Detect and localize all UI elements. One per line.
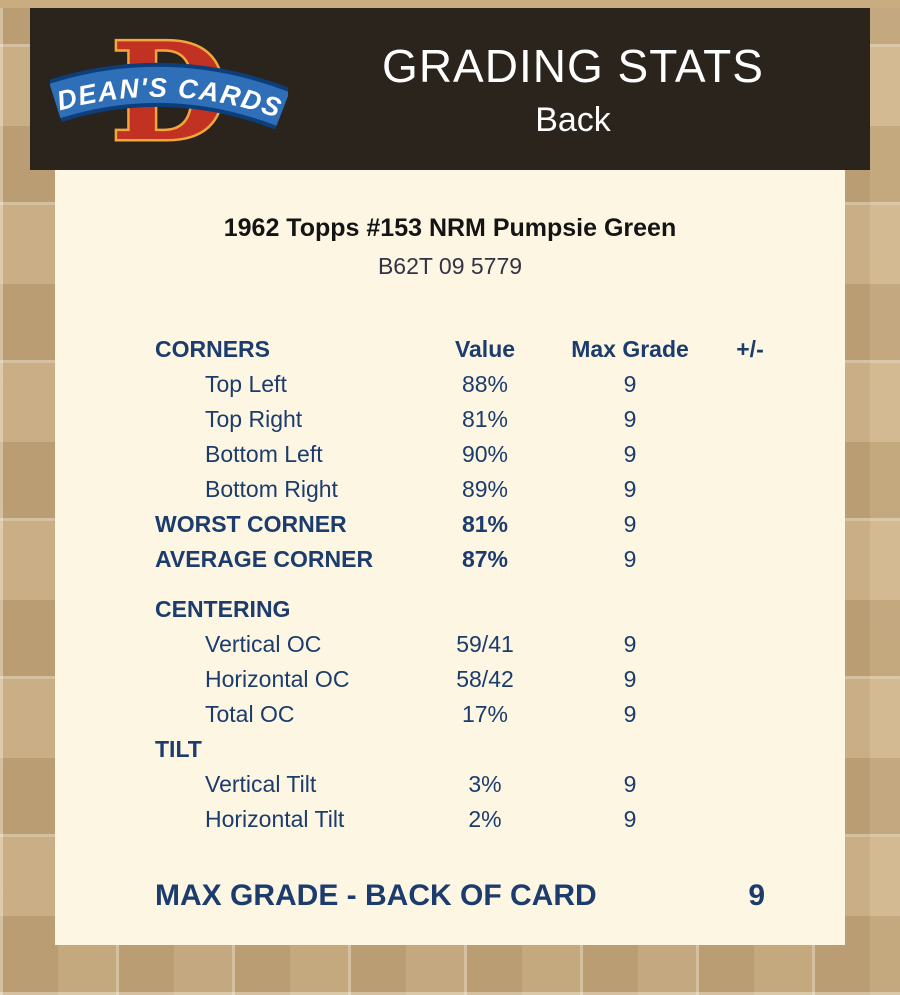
section-centering-row: CENTERING (155, 592, 845, 627)
row-value: 58/42 (456, 666, 514, 692)
row-label: Horizontal OC (205, 666, 350, 692)
row-label: AVERAGE CORNER (155, 546, 374, 572)
row-top-left: Top Left 88% 9 (155, 367, 845, 402)
card-title: 1962 Topps #153 NRM Pumpsie Green (223, 214, 677, 242)
page: { "header": { "logo": { "letter": "D", "… (0, 8, 900, 995)
grading-report: D DEAN'S CARDS GRADING STATS Back 1962 T… (30, 8, 870, 945)
stats-panel: 1962 Topps #153 NRM Pumpsie Green B62T 0… (55, 170, 845, 945)
column-header-value: Value (454, 336, 516, 362)
section-centering: CENTERING (155, 596, 291, 622)
row-total-oc: Total OC 17% 9 (155, 697, 845, 732)
row-average-corner: AVERAGE CORNER 87% 9 (155, 542, 845, 577)
row-max-grade: 9 (623, 806, 637, 832)
row-horizontal-oc: Horizontal OC 58/42 9 (155, 662, 845, 697)
header-bar: D DEAN'S CARDS GRADING STATS Back (30, 8, 870, 174)
row-max-grade: 9 (623, 371, 637, 397)
row-value: 3% (468, 771, 502, 797)
row-label: Horizontal Tilt (205, 806, 345, 832)
row-bottom-right: Bottom Right 89% 9 (155, 472, 845, 507)
row-horizontal-tilt: Horizontal Tilt 2% 9 (155, 802, 845, 837)
ribbon-band (49, 66, 290, 126)
card-code: B62T 09 5779 (377, 253, 523, 279)
grading-table: CORNERS Value Max Grade +/- Top Left 88%… (155, 332, 845, 837)
row-max-grade: 9 (623, 476, 637, 502)
row-vertical-oc: Vertical OC 59/41 9 (155, 627, 845, 662)
table-header-row: CORNERS Value Max Grade +/- (155, 332, 845, 367)
row-label: WORST CORNER (155, 511, 347, 537)
row-label: Total OC (205, 701, 295, 727)
deans-cards-logo[interactable]: D DEAN'S CARDS (48, 11, 291, 174)
row-max-grade: 9 (623, 406, 637, 432)
row-label: Top Right (205, 406, 303, 432)
row-max-grade: 9 (623, 631, 637, 657)
row-label: Bottom Left (205, 441, 323, 467)
page-subtitle: Back (535, 100, 611, 139)
header-titles: GRADING STATS Back (288, 39, 870, 140)
section-corners: CORNERS (155, 336, 271, 362)
row-label: Top Left (205, 371, 287, 397)
row-value: 59/41 (456, 631, 514, 657)
row-label: Vertical Tilt (205, 771, 317, 797)
row-value: 88% (461, 371, 509, 397)
row-bottom-left: Bottom Left 90% 9 (155, 437, 845, 472)
row-worst-corner: WORST CORNER 81% 9 (155, 507, 845, 542)
row-value: 81% (461, 511, 509, 537)
row-value: 87% (461, 546, 509, 572)
row-label: Bottom Right (205, 476, 338, 502)
page-title: GRADING STATS (382, 39, 764, 92)
row-value: 89% (461, 476, 509, 502)
row-max-grade: 9 (623, 511, 637, 537)
row-top-right: Top Right 81% 9 (155, 402, 845, 437)
row-value: 81% (461, 406, 509, 432)
max-grade-label: MAX GRADE - BACK OF CARD (155, 879, 597, 912)
row-max-grade: 9 (623, 441, 637, 467)
section-tilt: TILT (155, 736, 202, 762)
deans-cards-logo-graphic: D DEAN'S CARDS (48, 11, 291, 174)
section-tilt-row: TILT (155, 732, 845, 767)
max-grade-value: 9 (748, 879, 765, 912)
column-header-max-grade: Max Grade (571, 336, 689, 362)
column-header-plus-minus: +/- (736, 336, 764, 362)
row-value: 2% (468, 806, 502, 832)
max-grade-footer: MAX GRADE - BACK OF CARD 9 (155, 879, 845, 913)
section-gap (155, 577, 845, 592)
row-label: Vertical OC (205, 631, 322, 657)
row-value: 90% (461, 441, 509, 467)
row-vertical-tilt: Vertical Tilt 3% 9 (155, 767, 845, 802)
row-max-grade: 9 (623, 666, 637, 692)
row-max-grade: 9 (623, 771, 637, 797)
row-value: 17% (461, 701, 509, 727)
row-max-grade: 9 (623, 701, 637, 727)
row-max-grade: 9 (623, 546, 637, 572)
